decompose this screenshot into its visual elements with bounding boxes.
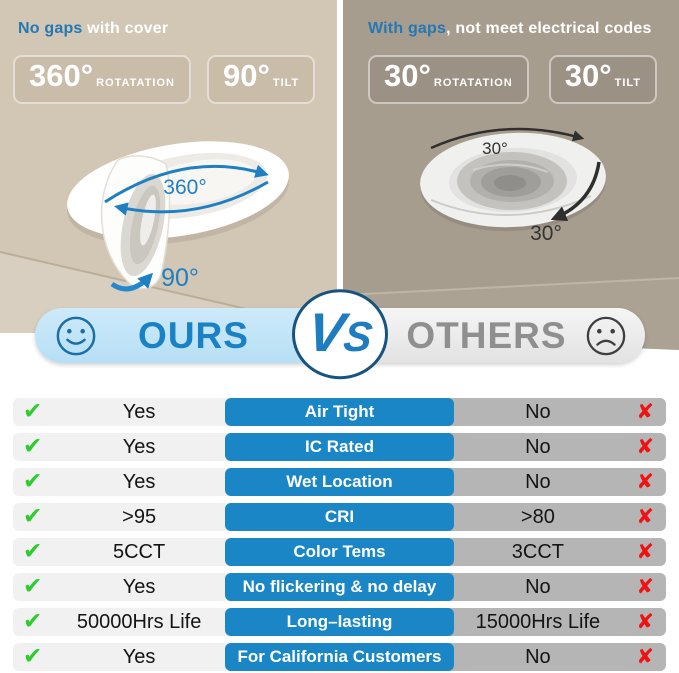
feature-label: Wet Location bbox=[225, 468, 454, 496]
cross-icon: ✘ bbox=[636, 469, 654, 494]
ours-badge-row: 360° ROTATATION 90° TILT bbox=[13, 55, 316, 104]
badge-value: 30° bbox=[384, 58, 431, 93]
ours-value: Yes bbox=[122, 575, 156, 598]
ours-value: Yes bbox=[122, 470, 156, 493]
tilt-arrow bbox=[110, 272, 154, 292]
title-highlight: No gaps bbox=[18, 20, 83, 37]
title-rest: , not meet electrical codes bbox=[446, 20, 652, 37]
badge-label: ROTATATION bbox=[433, 77, 513, 89]
tilt-arrow bbox=[550, 161, 601, 221]
check-icon: ✔ bbox=[23, 643, 43, 670]
feature-label: No flickering & no delay bbox=[225, 573, 454, 601]
vs-label: VS bbox=[304, 302, 375, 364]
feature-label: IC Rated bbox=[225, 433, 454, 461]
table-row: ✔ >95 CRI >80 ✘ bbox=[13, 503, 666, 531]
cross-icon: ✘ bbox=[636, 574, 654, 599]
tilt-annotation: 30° bbox=[530, 222, 562, 245]
badge-label: TILT bbox=[272, 77, 300, 89]
badge-value: 30° bbox=[564, 58, 612, 93]
cross-icon: ✘ bbox=[636, 609, 654, 634]
title-highlight: With gaps bbox=[368, 20, 447, 37]
check-icon: ✔ bbox=[23, 468, 43, 495]
table-row: ✔ 5CCT Color Tems 3CCT ✘ bbox=[13, 538, 666, 566]
rotation-arrow bbox=[104, 164, 269, 204]
others-value: No bbox=[525, 645, 551, 668]
ours-fixture-illustration: 360° 90° bbox=[0, 141, 337, 333]
check-icon: ✔ bbox=[23, 573, 43, 600]
comparison-table: ✔ Yes Air Tight No ✘ ✔ Yes IC Rated No ✘… bbox=[13, 398, 666, 673]
table-row: ✔ 50000Hrs Life Long–lasting 15000Hrs Li… bbox=[13, 608, 666, 636]
check-icon: ✔ bbox=[23, 398, 43, 425]
others-value: No bbox=[525, 470, 551, 493]
vs-badge: VS bbox=[292, 288, 388, 379]
cross-icon: ✘ bbox=[636, 644, 654, 669]
others-value: No bbox=[525, 435, 551, 458]
others-label: OTHERS bbox=[406, 314, 567, 356]
ours-value: Yes bbox=[122, 645, 156, 668]
others-photo-panel: 30° 30° With gaps, not meet electrical c… bbox=[343, 0, 679, 350]
rotation-badge: 30° ROTATATION bbox=[368, 55, 529, 104]
rotation-badge: 360° ROTATATION bbox=[13, 55, 191, 104]
tilt-annotation: 90° bbox=[161, 264, 199, 292]
feature-label: Air Tight bbox=[225, 398, 454, 426]
tilt-badge: 90° TILT bbox=[206, 55, 316, 104]
table-row: ✔ Yes Wet Location No ✘ bbox=[13, 468, 666, 496]
check-icon: ✔ bbox=[23, 608, 43, 635]
others-badge-row: 30° ROTATATION 30° TILT bbox=[368, 55, 658, 104]
badge-value: 360° bbox=[29, 58, 94, 93]
ours-panel-title: No gaps with cover bbox=[18, 20, 168, 38]
check-icon: ✔ bbox=[23, 433, 43, 460]
ours-photo-panel: 360° 90° No gaps with cover 360° ROTATAT… bbox=[0, 0, 337, 333]
table-row: ✔ Yes Air Tight No ✘ bbox=[13, 398, 666, 426]
vs-banner: OURS OTHERS VS bbox=[35, 288, 645, 379]
feature-label: Long–lasting bbox=[225, 608, 454, 636]
feature-label: For California Customers bbox=[225, 643, 454, 671]
others-value: >80 bbox=[520, 505, 555, 528]
ours-value: Yes bbox=[122, 435, 156, 458]
tilt-badge: 30° TILT bbox=[548, 55, 658, 104]
badge-value: 90° bbox=[222, 58, 270, 93]
title-rest: with cover bbox=[82, 20, 169, 37]
cross-icon: ✘ bbox=[636, 434, 654, 459]
ours-value: 50000Hrs Life bbox=[76, 610, 202, 633]
others-value: 15000Hrs Life bbox=[475, 610, 601, 633]
table-row: ✔ Yes For California Customers No ✘ bbox=[13, 643, 666, 671]
others-pill: OTHERS bbox=[328, 308, 645, 363]
ours-value: >95 bbox=[122, 505, 157, 528]
others-value: 3CCT bbox=[511, 540, 564, 563]
rotation-annotation: 30° bbox=[482, 139, 508, 158]
rotation-arrow bbox=[114, 180, 269, 216]
smiley-icon bbox=[56, 316, 96, 355]
table-row: ✔ Yes IC Rated No ✘ bbox=[13, 433, 666, 461]
others-value: No bbox=[525, 575, 551, 598]
badge-label: TILT bbox=[614, 77, 642, 89]
cross-icon: ✘ bbox=[636, 504, 654, 529]
sad-face-icon bbox=[586, 316, 626, 355]
rotation-arrow bbox=[430, 127, 585, 150]
ours-value: 5CCT bbox=[112, 540, 166, 563]
cross-icon: ✘ bbox=[636, 399, 654, 424]
others-value: No bbox=[525, 400, 551, 423]
check-icon: ✔ bbox=[23, 503, 43, 530]
feature-label: CRI bbox=[225, 503, 454, 531]
cross-icon: ✘ bbox=[636, 539, 654, 564]
rotation-annotation: 360° bbox=[163, 176, 206, 199]
check-icon: ✔ bbox=[23, 538, 43, 565]
ours-value: Yes bbox=[122, 400, 156, 423]
others-panel-title: With gaps, not meet electrical codes bbox=[368, 20, 652, 38]
table-row: ✔ Yes No flickering & no delay No ✘ bbox=[13, 573, 666, 601]
ours-label: OURS bbox=[138, 314, 249, 356]
feature-label: Color Tems bbox=[225, 538, 454, 566]
badge-label: ROTATATION bbox=[96, 77, 175, 89]
